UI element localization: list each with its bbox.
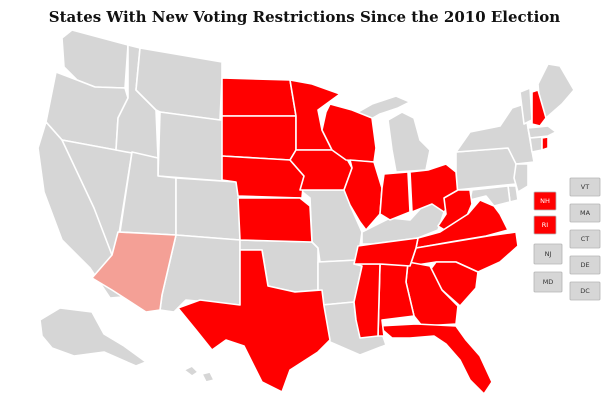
box-nh: NH bbox=[533, 191, 557, 211]
state-in bbox=[379, 171, 411, 221]
states-restricted bbox=[177, 77, 549, 395]
box-nj: NJ bbox=[533, 243, 563, 265]
svg-text:DC: DC bbox=[580, 287, 590, 295]
state-co bbox=[175, 177, 241, 241]
state-nd bbox=[221, 77, 297, 117]
box-ma: MA bbox=[569, 203, 601, 223]
svg-text:CT: CT bbox=[581, 235, 590, 243]
state-az bbox=[91, 231, 177, 313]
state-pa bbox=[455, 147, 517, 191]
states-partial bbox=[91, 231, 177, 313]
svg-text:NJ: NJ bbox=[545, 250, 552, 258]
box-ct: CT bbox=[569, 229, 601, 249]
state-tn bbox=[353, 237, 419, 267]
box-vt: VT bbox=[569, 177, 601, 197]
svg-text:DE: DE bbox=[580, 261, 589, 269]
state-fl bbox=[377, 323, 493, 395]
small-state-boxes: NH RI NJ MD VT MA CT DE bbox=[533, 177, 601, 301]
svg-text:MA: MA bbox=[580, 209, 591, 217]
state-nj bbox=[513, 163, 529, 193]
svg-text:RI: RI bbox=[542, 221, 549, 229]
state-ms bbox=[353, 263, 381, 339]
box-md: MD bbox=[533, 271, 563, 293]
state-ks bbox=[237, 197, 313, 243]
state-ct bbox=[529, 136, 543, 153]
state-nh bbox=[531, 89, 547, 127]
box-de: DE bbox=[569, 255, 601, 275]
svg-text:NH: NH bbox=[540, 197, 550, 205]
state-md bbox=[469, 185, 511, 207]
state-tx bbox=[177, 249, 331, 393]
state-sd bbox=[221, 115, 297, 161]
svg-text:VT: VT bbox=[581, 183, 589, 191]
state-il bbox=[343, 159, 383, 231]
state-ak bbox=[39, 307, 147, 367]
state-ma bbox=[527, 125, 557, 139]
state-ri bbox=[541, 136, 549, 151]
state-hi bbox=[183, 365, 215, 383]
state-mi-lower bbox=[387, 111, 431, 173]
map-title: States With New Voting Restrictions Sinc… bbox=[48, 8, 561, 26]
box-dc: DC bbox=[569, 281, 601, 301]
box-ri: RI bbox=[533, 215, 557, 235]
svg-text:MD: MD bbox=[543, 278, 554, 286]
